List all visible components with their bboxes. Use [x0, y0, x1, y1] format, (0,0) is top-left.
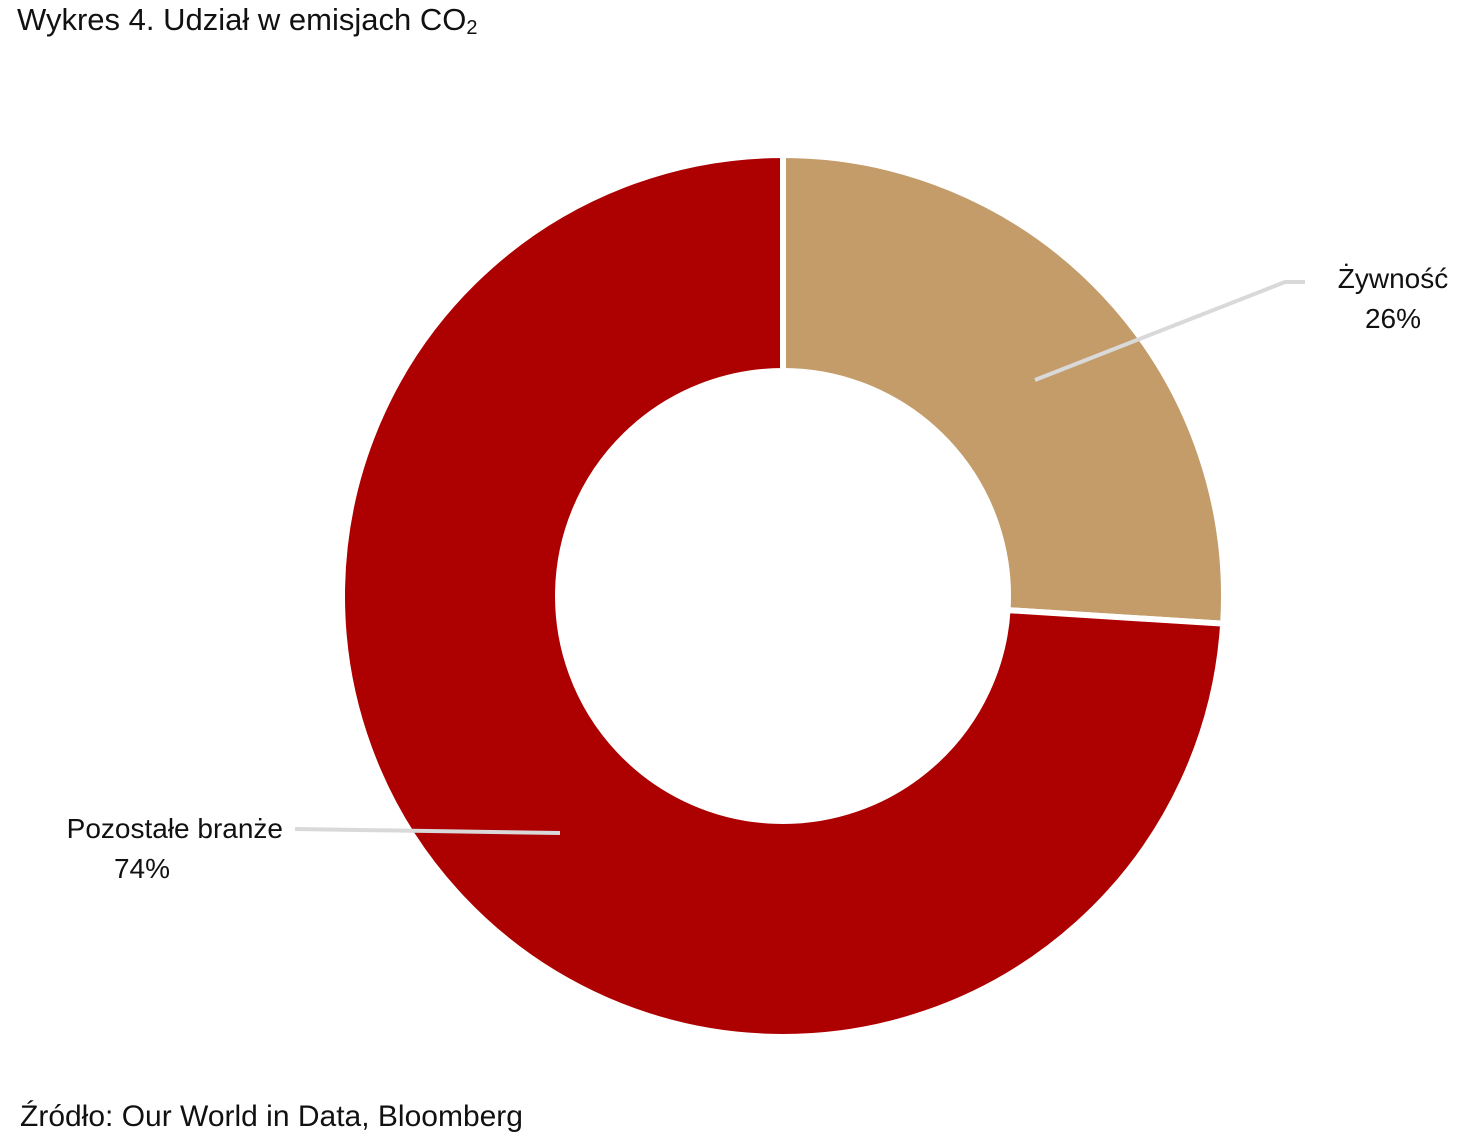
- slice-value-label: 26%: [1365, 303, 1421, 334]
- title-subscript: 2: [466, 17, 478, 39]
- chart-title: Wykres 4. Udział w emisjach CO2: [17, 2, 477, 40]
- slice-label: Pozostałe branże: [67, 813, 283, 844]
- slice-value-label: 74%: [114, 853, 170, 884]
- slice-label: Żywność: [1338, 263, 1448, 294]
- slice-pozostale: [339, 151, 1227, 1040]
- leader-line: [294, 827, 561, 835]
- slice-zywnosc: [780, 151, 1227, 627]
- leader-line: [1034, 280, 1305, 382]
- source-note: Źródło: Our World in Data, Bloomberg: [20, 1100, 523, 1133]
- title-text: Wykres 4. Udział w emisjach CO: [17, 2, 467, 37]
